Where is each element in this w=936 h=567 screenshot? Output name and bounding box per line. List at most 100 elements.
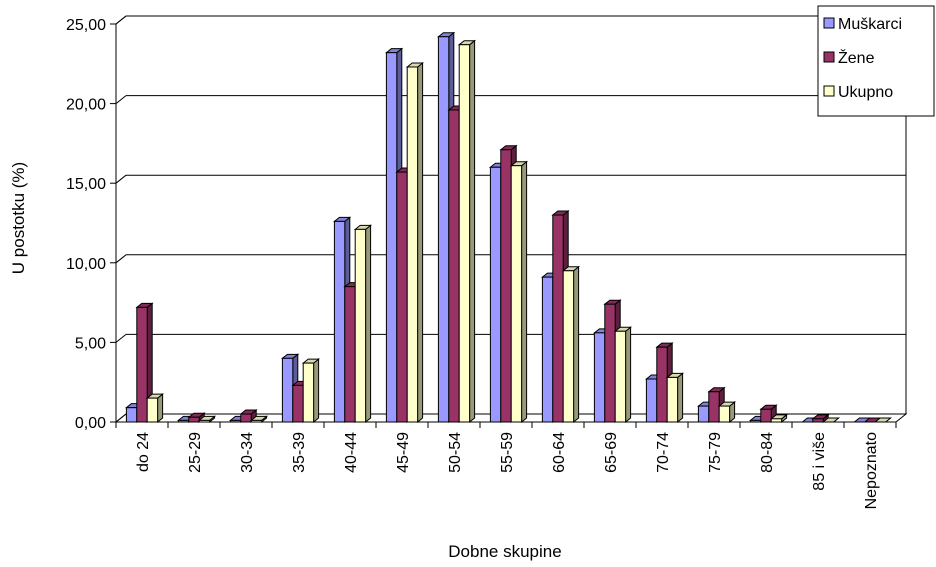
bar-front xyxy=(292,384,304,423)
gridline-side xyxy=(115,334,127,343)
bar-side xyxy=(677,372,684,424)
bar-side xyxy=(313,358,320,424)
bar-side xyxy=(157,393,164,424)
bar-top xyxy=(873,417,893,423)
bar-front xyxy=(146,397,159,423)
bar xyxy=(613,326,633,424)
bar-front xyxy=(354,228,367,423)
bar-front xyxy=(812,418,824,423)
bar xyxy=(353,224,373,424)
gridline-side xyxy=(115,95,127,104)
bar xyxy=(811,413,830,424)
bar-front xyxy=(510,165,523,423)
plot-area: 0,00 5,00 10,00 15,00 20,00 25,00 do 24 25-29 30… xyxy=(66,15,908,509)
y-tick-label: 10,00 xyxy=(66,256,106,273)
bar xyxy=(301,358,321,424)
bar-side xyxy=(469,39,476,424)
gridline-side xyxy=(115,254,127,264)
bar-side xyxy=(625,326,632,424)
y-tick-label: 20,00 xyxy=(66,97,106,114)
bar xyxy=(135,302,154,424)
bar-front xyxy=(541,276,554,423)
bar-front xyxy=(718,405,731,423)
bar-front xyxy=(437,36,450,423)
x-tick-label: 65-69 xyxy=(603,432,620,473)
bar xyxy=(873,417,893,423)
x-tick-label: 80-84 xyxy=(759,432,776,473)
legend-swatch xyxy=(823,17,835,29)
bar-front xyxy=(552,214,564,423)
x-tick-label: 75-79 xyxy=(707,432,724,473)
bar-side xyxy=(365,224,372,424)
bar-front xyxy=(281,357,294,423)
bar-front xyxy=(697,405,710,423)
bar-front xyxy=(760,408,772,423)
x-tick-label: Nepoznato xyxy=(863,432,880,509)
x-tick-label: 55-59 xyxy=(499,432,516,473)
bar-top xyxy=(821,417,841,423)
bar-front xyxy=(385,52,398,423)
bar-front xyxy=(708,391,720,423)
x-tick-label: 40-44 xyxy=(343,432,360,473)
x-tick-label: 60-64 xyxy=(551,432,568,473)
bar-front xyxy=(136,306,148,423)
y-axis-top xyxy=(115,15,127,25)
bar-side xyxy=(521,160,528,424)
bar-front xyxy=(198,419,211,423)
bar-front xyxy=(749,419,762,423)
bar-front xyxy=(333,220,346,423)
bar-front xyxy=(656,346,668,423)
legend-label: Muškarci xyxy=(838,16,902,33)
bar xyxy=(249,415,269,424)
bar xyxy=(509,160,529,424)
bar xyxy=(405,61,425,424)
x-tick-label: 25-29 xyxy=(187,432,204,473)
bar-front xyxy=(666,376,679,423)
bar xyxy=(717,401,737,424)
bar-front xyxy=(396,171,408,423)
legend-box xyxy=(817,5,935,117)
bar-front xyxy=(614,330,627,423)
bar xyxy=(145,393,165,424)
bar-front xyxy=(500,149,512,423)
bar-front xyxy=(240,413,252,423)
bar-front xyxy=(458,44,471,423)
x-axis-title: Dobne skupine xyxy=(448,542,561,561)
bar-front xyxy=(344,286,356,423)
y-axis-title: U postotku (%) xyxy=(9,162,28,274)
bar xyxy=(665,372,685,424)
bar xyxy=(197,415,217,424)
y-tick-label: 5,00 xyxy=(75,335,106,352)
x-tick-label: do 24 xyxy=(135,432,152,472)
bar-front xyxy=(489,166,502,423)
bar xyxy=(239,408,258,424)
bar xyxy=(561,265,581,424)
bar-front xyxy=(125,407,138,423)
bar xyxy=(821,417,841,423)
bar-front xyxy=(250,419,263,423)
bar-front xyxy=(448,109,460,423)
x-tick-label: 85 i više xyxy=(811,432,828,491)
legend: Muškarci Žene Ukupno xyxy=(817,5,935,117)
bar-front xyxy=(302,362,315,423)
x-tick-label: 50-54 xyxy=(447,432,464,473)
legend-swatch xyxy=(823,85,835,97)
bar-front xyxy=(188,416,200,423)
bar-front xyxy=(229,419,242,423)
bar-front xyxy=(177,419,190,423)
x-tick-label: 30-34 xyxy=(239,432,256,473)
bar xyxy=(769,413,789,424)
bar-front xyxy=(645,378,658,423)
bar-front xyxy=(604,303,616,423)
gridline-side xyxy=(115,174,127,184)
gridline-side xyxy=(115,413,127,423)
legend-label: Ukupno xyxy=(838,84,893,101)
x-tick-label: 35-39 xyxy=(291,432,308,473)
x-tick-label: 70-74 xyxy=(655,432,672,473)
y-tick-label: 25,00 xyxy=(66,17,106,34)
bar-front xyxy=(593,332,606,423)
legend-swatch xyxy=(823,51,835,63)
bar-front xyxy=(406,66,419,423)
x-tick-label: 45-49 xyxy=(395,432,412,473)
